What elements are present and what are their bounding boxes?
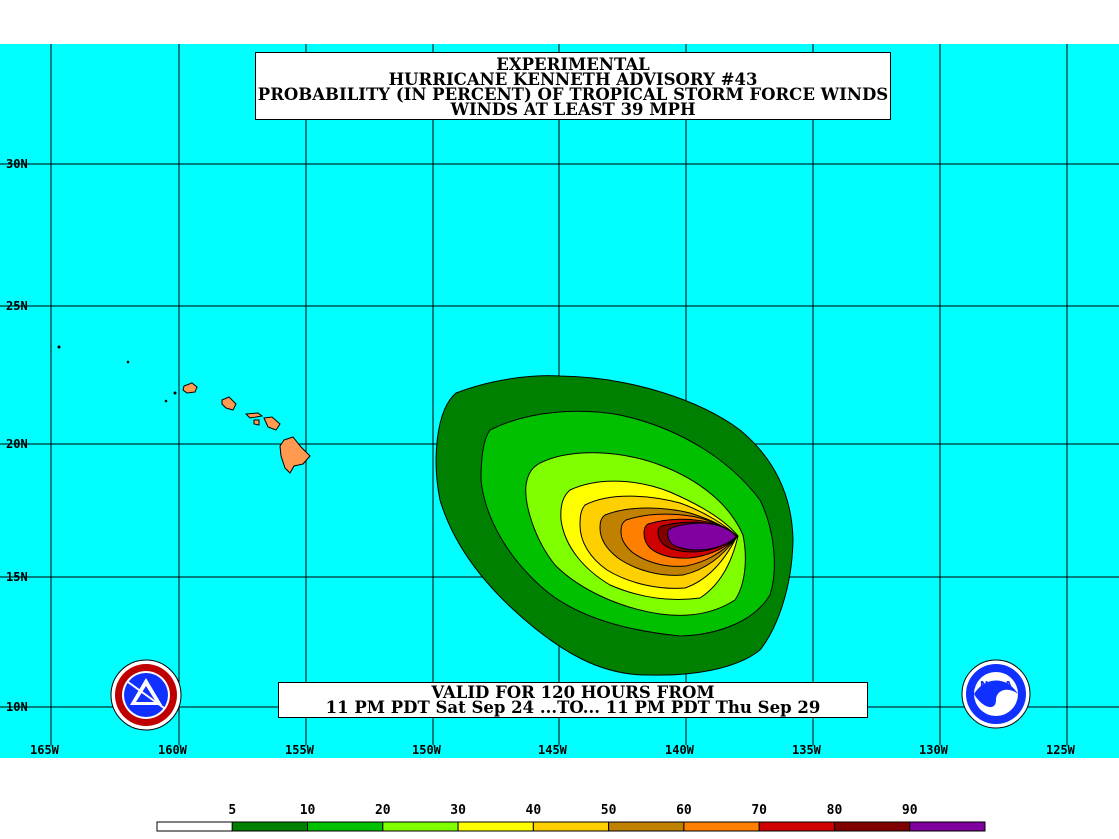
latitude-labels: 30N 25N 20N 15N 10N bbox=[6, 157, 28, 714]
legend-swatch bbox=[683, 821, 760, 832]
lon-label: 150W bbox=[412, 743, 442, 757]
maui bbox=[263, 416, 281, 431]
lon-label: 135W bbox=[792, 743, 822, 757]
lat-label: 30N bbox=[6, 157, 28, 171]
lat-label: 15N bbox=[6, 570, 28, 584]
kauai bbox=[182, 382, 198, 394]
lon-label: 165W bbox=[30, 743, 60, 757]
lat-label: 10N bbox=[6, 700, 28, 714]
big-island bbox=[279, 436, 311, 474]
valid-line-1: VALID FOR 120 HOURS FROM bbox=[431, 683, 715, 702]
legend-swatch bbox=[833, 821, 911, 832]
lon-label: 155W bbox=[285, 743, 315, 757]
legend-swatch bbox=[909, 821, 986, 832]
lon-label: 160W bbox=[158, 743, 188, 757]
legend-swatch bbox=[156, 821, 233, 832]
oahu bbox=[221, 396, 237, 411]
legend-bar bbox=[156, 821, 986, 832]
title-line-4: WINDS AT LEAST 39 MPH bbox=[450, 100, 696, 119]
legend-label: 70 bbox=[751, 803, 767, 818]
title-box: EXPERIMENTAL HURRICANE KENNETH ADVISORY … bbox=[255, 52, 891, 120]
lanai bbox=[253, 419, 260, 426]
title-line-3: PROBABILITY (IN PERCENT) OF TROPICAL STO… bbox=[257, 85, 889, 104]
noaa-logo: NOAA bbox=[961, 659, 1031, 729]
legend-label: 60 bbox=[676, 803, 692, 818]
noaa-logo-text: NOAA bbox=[980, 680, 1012, 691]
longitude-labels: 165W 160W 155W 150W 145W 140W 135W 130W … bbox=[30, 743, 1076, 757]
title-line-1: EXPERIMENTAL bbox=[496, 55, 650, 74]
lon-label: 145W bbox=[538, 743, 568, 757]
lon-label: 130W bbox=[919, 743, 949, 757]
valid-line-2: 11 PM PDT Sat Sep 24 ...TO... 11 PM PDT … bbox=[325, 698, 821, 717]
legend-swatch bbox=[382, 821, 459, 832]
legend-swatch bbox=[758, 821, 835, 832]
legend-swatch bbox=[231, 821, 309, 832]
legend-label: 80 bbox=[827, 803, 843, 818]
legend-swatch bbox=[457, 821, 534, 832]
legend-labels: 5 10 20 30 40 50 60 70 80 90 bbox=[228, 803, 917, 818]
lat-label: 25N bbox=[6, 299, 28, 313]
contour-90 bbox=[667, 522, 737, 551]
legend-label: 10 bbox=[300, 803, 316, 818]
legend-label: 20 bbox=[375, 803, 391, 818]
legend-swatch bbox=[608, 821, 685, 832]
nws-logo bbox=[110, 659, 182, 731]
legend-label: 40 bbox=[526, 803, 542, 818]
lon-label: 140W bbox=[665, 743, 695, 757]
legend-swatch bbox=[532, 821, 610, 832]
legend-label: 5 bbox=[228, 803, 236, 818]
title-line-2: HURRICANE KENNETH ADVISORY #43 bbox=[388, 70, 758, 89]
legend: 5 10 20 30 40 50 60 70 80 90 bbox=[156, 803, 986, 832]
lon-label: 125W bbox=[1046, 743, 1076, 757]
legend-label: 50 bbox=[601, 803, 617, 818]
lat-label: 20N bbox=[6, 437, 28, 451]
molokai bbox=[244, 412, 264, 419]
valid-time-box: VALID FOR 120 HOURS FROM 11 PM PDT Sat S… bbox=[278, 682, 868, 718]
hawaiian-islands bbox=[57, 345, 311, 474]
legend-label: 90 bbox=[902, 803, 918, 818]
legend-label: 30 bbox=[450, 803, 466, 818]
probability-contours bbox=[435, 375, 794, 676]
legend-swatch bbox=[307, 821, 384, 832]
